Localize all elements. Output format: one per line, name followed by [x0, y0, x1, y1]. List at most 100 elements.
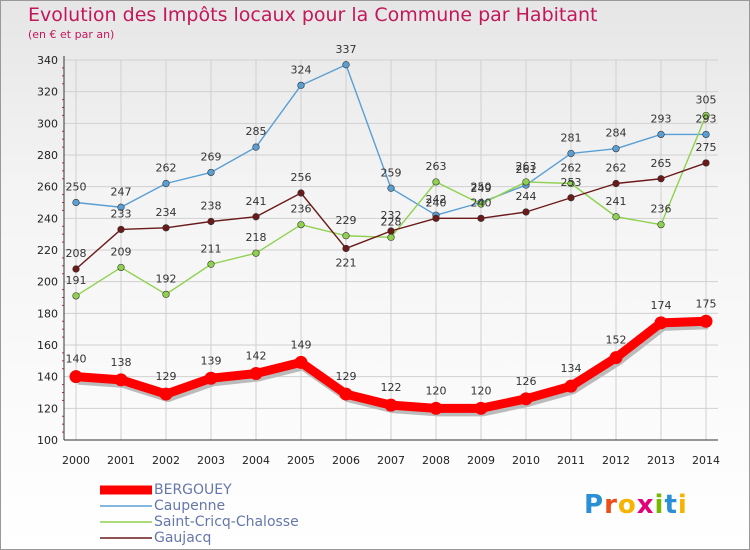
legend-item-caupenne: Caupenne [100, 498, 299, 514]
data-label-saint-cricq-chalosse: 191 [66, 274, 87, 287]
data-point-bergouey [699, 314, 713, 328]
data-label-caupenne: 285 [246, 125, 267, 138]
data-point-saint-cricq-chalosse [567, 179, 575, 188]
legend-label-gaujacq: Gaujacq [154, 530, 212, 546]
x-tick-label: 2011 [557, 454, 585, 467]
y-tick-label: 100 [37, 434, 58, 447]
data-label-gaujacq: 262 [606, 162, 627, 175]
legend-swatch-caupenne [100, 505, 152, 507]
data-point-gaujacq [477, 214, 485, 222]
data-label-saint-cricq-chalosse: 228 [381, 215, 402, 228]
data-point-bergouey [294, 355, 308, 369]
x-tick-label: 2006 [332, 454, 360, 467]
data-point-gaujacq [612, 179, 620, 188]
data-point-gaujacq [432, 214, 440, 222]
data-label-bergouey: 122 [381, 381, 402, 394]
data-point-saint-cricq-chalosse [117, 263, 125, 272]
data-label-saint-cricq-chalosse: 236 [651, 203, 672, 216]
data-label-caupenne: 259 [381, 166, 402, 179]
data-label-saint-cricq-chalosse: 236 [291, 203, 312, 216]
data-label-bergouey: 152 [606, 334, 627, 347]
data-label-bergouey: 149 [291, 338, 312, 351]
y-tick-label: 280 [37, 149, 58, 162]
y-tick-label: 340 [37, 54, 58, 67]
legend-swatch-gaujacq [100, 537, 152, 539]
data-point-caupenne [297, 81, 305, 89]
data-label-gaujacq: 241 [246, 195, 267, 208]
x-tick-label: 2009 [467, 454, 495, 467]
data-label-saint-cricq-chalosse: 305 [696, 93, 717, 106]
x-tick-label: 2007 [377, 454, 405, 467]
data-point-gaujacq [387, 227, 395, 235]
data-label-bergouey: 120 [426, 384, 447, 397]
legend-label-saint-cricq-chalosse: Saint-Cricq-Chalosse [154, 514, 299, 530]
data-point-saint-cricq-chalosse [522, 178, 530, 186]
legend-label-bergouey: BERGOUEY [154, 482, 232, 498]
x-tick-label: 2004 [242, 454, 270, 467]
data-point-gaujacq [162, 224, 170, 232]
x-tick-label: 2000 [62, 454, 90, 467]
data-point-caupenne [342, 61, 350, 69]
data-labels: 250 247 262 269 285 324 337 259 242 250 261 281 284 2… [66, 43, 717, 398]
data-point-gaujacq [657, 175, 665, 183]
data-label-caupenne: 242 [426, 193, 447, 206]
y-tick-label: 260 [37, 181, 58, 194]
y-tick-label: 320 [37, 86, 58, 99]
data-point-saint-cricq-chalosse [477, 200, 485, 208]
data-label-saint-cricq-chalosse: 249 [471, 182, 492, 195]
data-label-saint-cricq-chalosse: 241 [606, 195, 627, 208]
data-point-caupenne [657, 130, 665, 139]
data-label-saint-cricq-chalosse: 263 [516, 160, 537, 173]
data-point-caupenne [612, 145, 620, 153]
data-label-bergouey: 129 [336, 370, 357, 383]
data-label-caupenne: 247 [111, 185, 132, 198]
data-label-gaujacq: 238 [201, 200, 222, 213]
data-point-gaujacq [117, 225, 125, 234]
data-label-caupenne: 284 [606, 127, 627, 140]
data-label-bergouey: 139 [201, 354, 222, 367]
data-point-bergouey [384, 398, 398, 412]
data-point-saint-cricq-chalosse [207, 260, 215, 268]
y-tick-label: 300 [37, 117, 58, 130]
x-tick-label: 2001 [107, 454, 135, 467]
data-point-caupenne [72, 198, 80, 207]
legend-swatch-bergouey [100, 485, 152, 495]
data-label-saint-cricq-chalosse: 263 [426, 160, 447, 173]
logo-letter: r [604, 490, 618, 520]
data-label-caupenne: 324 [291, 63, 312, 76]
data-label-saint-cricq-chalosse: 192 [156, 272, 177, 285]
data-label-gaujacq: 253 [561, 176, 582, 189]
series-lines [69, 61, 713, 417]
data-point-caupenne [567, 149, 575, 158]
data-point-caupenne [252, 143, 260, 151]
data-label-caupenne: 250 [471, 181, 492, 194]
data-point-bergouey [339, 387, 353, 401]
data-label-gaujacq: 234 [156, 206, 177, 219]
y-tick-label: 120 [37, 402, 58, 415]
y-tick-label: 200 [37, 276, 58, 289]
x-tick-label: 2013 [647, 454, 675, 467]
logo-letter: i [654, 490, 665, 520]
data-label-saint-cricq-chalosse: 262 [561, 162, 582, 175]
data-point-caupenne [117, 203, 125, 211]
data-label-bergouey: 138 [111, 356, 132, 369]
data-label-gaujacq: 240 [426, 196, 447, 209]
x-tick-label: 2010 [512, 454, 540, 467]
data-point-saint-cricq-chalosse [702, 111, 710, 120]
data-point-bergouey [519, 392, 533, 406]
data-label-gaujacq: 240 [471, 196, 492, 209]
legend: BERGOUEY Caupenne Saint-Cricq-Chalosse Gauj… [100, 482, 299, 546]
y-tick-label: 240 [37, 212, 58, 225]
axes: 100 120 140 160 180 200 220 240 260 280 300 320 340 2… [37, 54, 720, 467]
chart-subtitle: (en € et par an) [28, 28, 115, 41]
data-point-bergouey [114, 373, 128, 387]
data-label-caupenne: 337 [336, 43, 357, 56]
data-point-saint-cricq-chalosse [342, 232, 350, 240]
data-label-caupenne: 250 [66, 181, 87, 194]
data-point-bergouey [474, 401, 488, 415]
data-point-bergouey [159, 387, 173, 401]
data-point-gaujacq [522, 208, 530, 216]
data-point-caupenne [162, 179, 170, 188]
data-point-gaujacq [567, 194, 575, 202]
y-tick-label: 180 [37, 307, 58, 320]
